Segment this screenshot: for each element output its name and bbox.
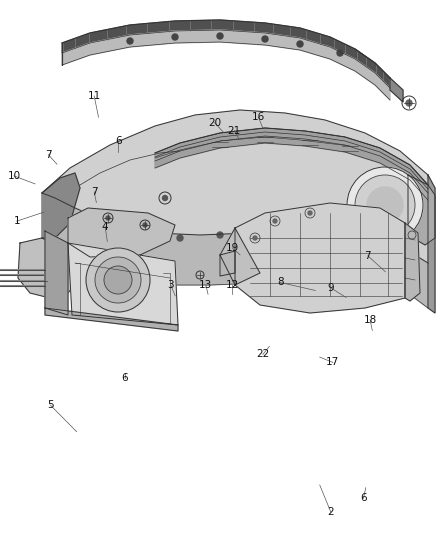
Polygon shape: [45, 308, 178, 331]
Text: 6: 6: [121, 374, 128, 383]
Circle shape: [217, 33, 223, 39]
Circle shape: [262, 36, 268, 42]
Text: 17: 17: [326, 358, 339, 367]
Circle shape: [273, 219, 277, 223]
Circle shape: [253, 236, 257, 240]
Polygon shape: [428, 175, 435, 313]
Circle shape: [355, 175, 415, 235]
Text: 8: 8: [277, 278, 284, 287]
Polygon shape: [42, 173, 80, 238]
Circle shape: [406, 100, 412, 106]
Circle shape: [95, 257, 141, 303]
Text: 22: 22: [256, 350, 269, 359]
Text: 13: 13: [199, 280, 212, 290]
Circle shape: [347, 234, 353, 240]
Circle shape: [172, 34, 178, 40]
Polygon shape: [45, 231, 68, 315]
Circle shape: [307, 230, 313, 236]
Text: 7: 7: [364, 251, 371, 261]
Text: 21: 21: [228, 126, 241, 135]
Circle shape: [308, 211, 312, 215]
Circle shape: [297, 41, 303, 47]
Circle shape: [127, 38, 133, 44]
Circle shape: [162, 196, 167, 200]
Circle shape: [337, 50, 343, 56]
Polygon shape: [155, 128, 428, 200]
Text: 1: 1: [13, 216, 20, 226]
Polygon shape: [18, 238, 80, 298]
Polygon shape: [62, 20, 390, 88]
Polygon shape: [42, 110, 428, 263]
Text: 16: 16: [252, 112, 265, 122]
Polygon shape: [408, 175, 435, 245]
Polygon shape: [62, 30, 390, 100]
Text: 7: 7: [45, 150, 52, 159]
Text: 6: 6: [115, 136, 122, 146]
Circle shape: [308, 266, 312, 270]
Polygon shape: [405, 223, 420, 301]
Circle shape: [177, 235, 183, 241]
Circle shape: [143, 223, 147, 227]
Polygon shape: [390, 78, 403, 102]
Text: 11: 11: [88, 91, 101, 101]
Text: 3: 3: [167, 280, 174, 290]
Text: 18: 18: [364, 315, 377, 325]
Polygon shape: [235, 203, 405, 313]
Text: 10: 10: [7, 171, 21, 181]
Circle shape: [367, 187, 403, 223]
Polygon shape: [68, 208, 175, 257]
Text: 19: 19: [226, 243, 239, 253]
Circle shape: [104, 266, 132, 294]
Text: 2: 2: [327, 507, 334, 516]
Text: 7: 7: [91, 187, 98, 197]
Polygon shape: [220, 228, 260, 285]
Circle shape: [86, 248, 150, 312]
Circle shape: [347, 167, 423, 243]
Text: 12: 12: [226, 280, 239, 290]
Text: 9: 9: [327, 283, 334, 293]
Polygon shape: [68, 243, 178, 325]
Text: 4: 4: [102, 222, 109, 231]
Polygon shape: [42, 193, 428, 308]
Text: 5: 5: [47, 400, 54, 410]
Text: 20: 20: [208, 118, 221, 127]
Text: 6: 6: [360, 494, 367, 503]
Circle shape: [217, 232, 223, 238]
Polygon shape: [220, 251, 235, 276]
Circle shape: [106, 216, 110, 220]
